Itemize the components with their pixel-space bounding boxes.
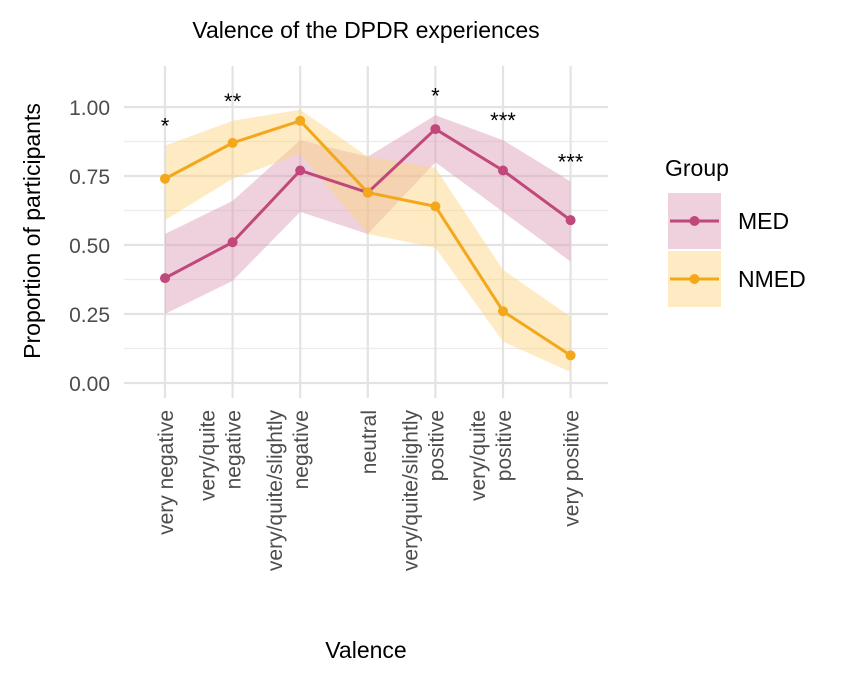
x-tick-label: very negative: [155, 410, 178, 535]
x-tick-label: neutral: [358, 410, 381, 474]
series-points: [160, 115, 576, 361]
data-point-nmed: [227, 137, 238, 148]
legend-title: Group: [665, 155, 729, 181]
data-point-med: [160, 273, 170, 284]
y-tick-label: 1.00: [69, 97, 110, 120]
x-tick-label-group: very/quite/slightly negative: [264, 410, 313, 572]
chart-title: Valence of the DPDR experiences: [192, 17, 539, 43]
significance-marker: ***: [490, 108, 516, 133]
data-point-nmed: [430, 201, 441, 212]
data-point-med: [295, 165, 306, 176]
y-tick-label: 0.25: [69, 304, 110, 327]
data-point-med: [227, 237, 238, 248]
x-tick-label: positive: [425, 410, 448, 481]
data-point-nmed: [498, 306, 508, 317]
y-tick-label: 0.50: [69, 235, 110, 258]
y-axis-ticks: 0.00 0.25 0.50 0.75 1.00: [69, 97, 110, 396]
x-axis-label: Valence: [325, 637, 406, 663]
x-tick-label: very positive: [561, 410, 584, 527]
x-tick-label-group: very/quite positive: [467, 410, 516, 501]
data-point-nmed: [565, 350, 576, 361]
legend-key-point: [689, 274, 700, 284]
x-tick-label: very/quite/slightly: [399, 410, 422, 572]
data-point-med: [430, 124, 441, 135]
x-tick-label-group: neutral: [358, 410, 381, 474]
y-tick-label: 0.00: [69, 373, 110, 396]
x-tick-label: very/quite: [197, 410, 220, 501]
x-tick-label-group: very/quite/slightly positive: [399, 410, 448, 572]
x-tick-label: positive: [493, 410, 516, 481]
confidence-ribbons: [165, 109, 571, 372]
y-axis-label: Proportion of participants: [19, 103, 45, 359]
significance-markers: *** *******: [161, 83, 584, 174]
significance-marker: *: [431, 83, 440, 108]
data-point-med: [498, 165, 508, 176]
y-tick-label: 0.75: [69, 166, 110, 189]
x-tick-label: very/quite/slightly: [264, 410, 287, 572]
significance-marker: ***: [558, 150, 584, 175]
data-point-nmed: [160, 173, 170, 184]
x-axis-ticks: very negative very/quite negative very/quit…: [155, 410, 584, 572]
significance-marker: *: [161, 114, 170, 139]
confidence-ribbon-nmed: [165, 109, 571, 372]
x-tick-label: very/quite: [467, 410, 490, 501]
data-point-nmed: [295, 115, 306, 126]
legend-key-point: [689, 216, 700, 226]
x-tick-label: negative: [290, 410, 313, 489]
x-tick-label-group: very/quite negative: [197, 410, 246, 501]
legend: Group MED NMED: [665, 155, 806, 307]
data-point-med: [565, 215, 576, 226]
legend-label: MED: [738, 208, 789, 234]
data-point-nmed: [362, 187, 373, 198]
significance-marker: **: [224, 89, 242, 114]
x-tick-label-group: very negative: [155, 410, 178, 535]
x-tick-label: negative: [223, 410, 246, 489]
legend-label: NMED: [738, 266, 806, 292]
x-tick-label-group: very positive: [561, 410, 584, 527]
confidence-ribbon-med: [165, 115, 571, 314]
